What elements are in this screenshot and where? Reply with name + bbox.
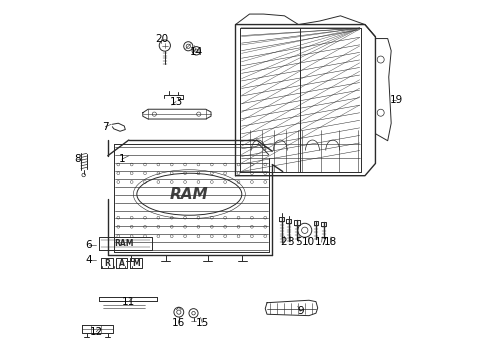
Text: 7: 7 — [102, 122, 108, 132]
Text: 8: 8 — [74, 154, 80, 164]
Text: 6: 6 — [85, 240, 91, 250]
Text: 19: 19 — [389, 95, 402, 105]
Text: 14: 14 — [189, 47, 202, 57]
Text: A: A — [118, 259, 124, 268]
Text: 12: 12 — [90, 327, 103, 337]
Text: M: M — [132, 259, 140, 268]
Text: 15: 15 — [195, 318, 209, 328]
Text: 5: 5 — [295, 237, 301, 247]
Text: RAM: RAM — [114, 239, 134, 248]
Text: 11: 11 — [122, 297, 135, 307]
Text: 2: 2 — [280, 237, 287, 247]
Text: 1: 1 — [118, 154, 125, 164]
Text: 4: 4 — [85, 255, 91, 265]
Text: RAM: RAM — [170, 187, 208, 202]
Text: 16: 16 — [172, 318, 185, 328]
Text: 9: 9 — [296, 306, 303, 316]
Text: R: R — [104, 259, 109, 268]
Text: 18: 18 — [323, 237, 336, 247]
Text: 3: 3 — [286, 237, 293, 247]
Text: 17: 17 — [314, 237, 328, 247]
Text: 10: 10 — [301, 237, 314, 247]
Text: 13: 13 — [169, 96, 182, 106]
Text: 20: 20 — [154, 34, 167, 44]
